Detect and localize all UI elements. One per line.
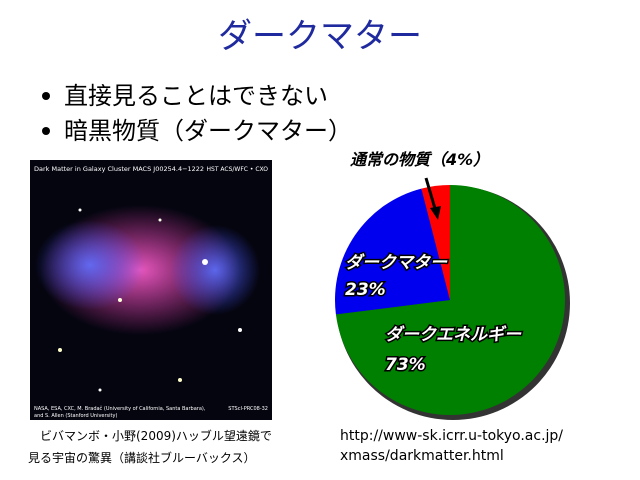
pie-label: ダークエネルギー <box>385 325 522 345</box>
slide-title: ダークマター <box>218 17 422 57</box>
pie-value-label: 23% <box>345 280 386 300</box>
arrow-head <box>430 206 441 220</box>
link: http://www-sk.icrr.u-tokyo.ac.jp/ <box>340 428 563 444</box>
image-credit: and S. Allen (Stanford University) <box>34 413 117 419</box>
pie-slice <box>335 185 565 415</box>
bullet: 直接見ることはできない <box>64 82 328 110</box>
caption: 見る宇宙の驚異（講談社ブルーバックス） <box>28 450 256 465</box>
pie-value-label: 73% <box>385 355 426 375</box>
bullet-dot <box>42 92 50 100</box>
label-arrow <box>424 177 438 213</box>
image-instrument: HST ACS/WFC • CXO <box>207 166 269 173</box>
caption: ビバマンボ・小野(2009)ハッブル望遠鏡で <box>40 428 272 443</box>
pie-label: ダークマター <box>345 253 448 273</box>
bullet: 暗黒物質（ダークマター） <box>64 117 352 145</box>
image-id: STScI-PRC08-32 <box>228 406 268 412</box>
pie-label: 通常の物質（4%） <box>350 150 489 169</box>
cluster-image: Dark Matter in Galaxy Cluster MACS J0025… <box>30 160 272 420</box>
pie-chart <box>335 185 570 420</box>
bullet-dot <box>42 127 50 135</box>
image-header: Dark Matter in Galaxy Cluster MACS J0025… <box>34 165 204 173</box>
pie-value-label: （4%） <box>430 150 489 169</box>
pie-slice <box>335 188 450 315</box>
image-credit: NASA, ESA, CXC, M. Bradač (University of… <box>34 405 206 412</box>
pie-slice <box>421 185 450 300</box>
link: xmass/darkmatter.html <box>340 448 504 464</box>
pie-label-name: 通常の物質 <box>350 150 433 169</box>
